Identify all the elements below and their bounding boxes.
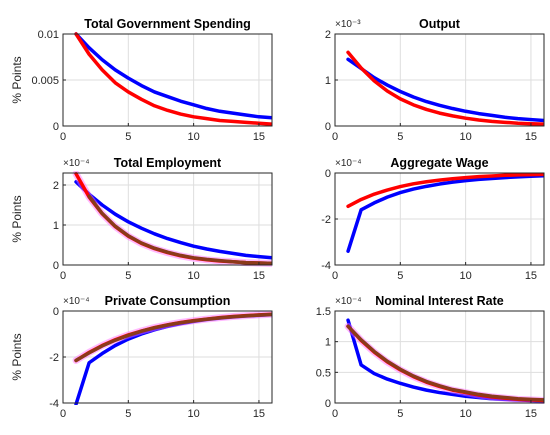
- x-tick-label: 5: [397, 131, 403, 143]
- chart-title: Total Employment: [114, 156, 222, 170]
- chart-panel-6: 0 5 10 15 0 0.5 1 1.5 Nominal Interest Rate ×10⁻⁴: [316, 294, 545, 420]
- y-tick-label: 1: [325, 75, 331, 87]
- y-exponent-label: ×10⁻⁴: [63, 296, 90, 307]
- y-tick-label: 0.005: [31, 75, 59, 87]
- y-tick-label: 0: [325, 121, 331, 133]
- y-tick-label: 0: [325, 168, 331, 180]
- series-line-1: [74, 180, 272, 260]
- y-tick-label: 1: [53, 220, 59, 232]
- x-tick-label: 5: [125, 408, 131, 420]
- y-tick-label: 0: [53, 260, 59, 272]
- x-tick-label: 15: [253, 131, 265, 143]
- y-tick-label: 0.5: [316, 367, 331, 379]
- y-tick-label: 1.5: [316, 306, 331, 318]
- x-tick-label: 10: [188, 270, 200, 282]
- x-tick-label: 0: [60, 131, 66, 143]
- x-tick-label: 10: [188, 408, 200, 420]
- series-line-1: [346, 174, 544, 253]
- y-axis-label: % Points: [10, 195, 24, 242]
- y-tick-label: -2: [49, 352, 59, 364]
- series-line-4: [74, 312, 272, 363]
- series-line-2: [346, 50, 544, 126]
- x-tick-label: 10: [460, 131, 472, 143]
- y-axis-label: % Points: [10, 56, 24, 103]
- x-tick-label: 10: [460, 408, 472, 420]
- series-line-4: [346, 324, 544, 402]
- x-tick-label: 0: [332, 408, 338, 420]
- x-tick-label: 15: [525, 270, 537, 282]
- y-tick-label: 0: [325, 398, 331, 410]
- chart-title: Private Consumption: [105, 294, 231, 308]
- x-tick-label: 15: [525, 408, 537, 420]
- series-line-1: [346, 57, 544, 123]
- x-tick-label: 10: [188, 131, 200, 143]
- chart-title: Nominal Interest Rate: [375, 294, 504, 308]
- series-line-1: [74, 32, 272, 120]
- chart-panel-5: 0 5 10 15 -4 -2 0 Private Consumption ×10⁻⁴ % Poi…: [10, 294, 273, 420]
- x-tick-label: 5: [125, 270, 131, 282]
- x-tick-label: 5: [397, 408, 403, 420]
- x-tick-label: 5: [397, 270, 403, 282]
- x-tick-label: 15: [253, 270, 265, 282]
- x-tick-label: 0: [60, 408, 66, 420]
- x-tick-label: 15: [253, 408, 265, 420]
- y-axis-label: % Points: [10, 333, 24, 380]
- y-tick-label: 0.01: [38, 29, 59, 41]
- y-tick-label: 2: [53, 180, 59, 192]
- x-tick-label: 0: [332, 131, 338, 143]
- series-line-2: [74, 32, 272, 126]
- y-tick-label: 0: [53, 121, 59, 133]
- x-tick-label: 0: [60, 270, 66, 282]
- series-line-2: [346, 172, 544, 209]
- x-tick-label: 10: [460, 270, 472, 282]
- x-tick-label: 15: [525, 131, 537, 143]
- y-exponent-label: ×10⁻⁴: [335, 158, 362, 169]
- y-tick-label: -4: [321, 260, 331, 272]
- axes-box: [334, 310, 545, 404]
- y-exponent-label: ×10⁻⁴: [63, 158, 90, 169]
- chart-title: Aggregate Wage: [390, 156, 488, 170]
- x-tick-label: 0: [332, 270, 338, 282]
- y-tick-label: 1: [325, 337, 331, 349]
- chart-title: Total Government Spending: [84, 17, 250, 31]
- chart-panel-1: 0 5 10 15 0 0.005 0.01 Total Government Spendin…: [10, 17, 273, 143]
- axes-box: [62, 172, 273, 266]
- plot-area: [63, 173, 272, 265]
- y-exponent-label: ×10⁻³: [335, 19, 361, 30]
- y-tick-label: -4: [49, 398, 59, 410]
- chart-title: Output: [419, 17, 461, 31]
- series-line-4: [87, 194, 272, 266]
- chart-panel-4: 0 5 10 15 -4 -2 0 Aggregate Wage ×10⁻⁴: [321, 156, 545, 282]
- chart-panel-2: 0 5 10 15 0 1 2 Output ×10⁻³: [325, 17, 545, 143]
- y-tick-label: -2: [321, 214, 331, 226]
- y-tick-label: 0: [53, 306, 59, 318]
- y-tick-label: 2: [325, 29, 331, 41]
- y-exponent-label: ×10⁻⁴: [335, 296, 362, 307]
- x-tick-label: 5: [125, 131, 131, 143]
- chart-panel-3: 0 5 10 15 0 1 2 Total Employment ×10⁻⁴ % Points: [10, 156, 273, 282]
